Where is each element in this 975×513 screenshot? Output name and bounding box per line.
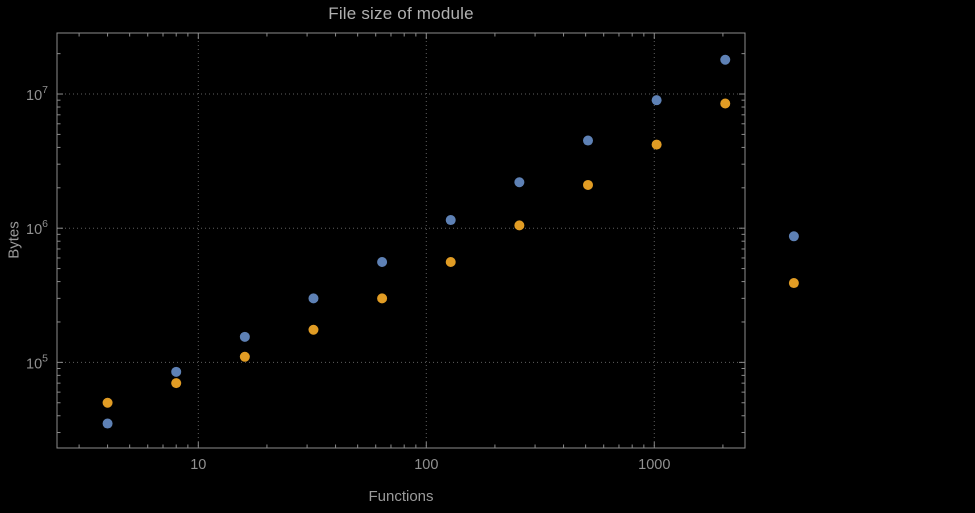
x-tick-label: 10 [190, 457, 206, 473]
data-point-orange [377, 293, 388, 304]
data-point-orange [788, 278, 799, 289]
data-point-orange [720, 98, 731, 109]
data-point-orange [239, 351, 250, 362]
data-point-orange [102, 397, 113, 408]
x-axis-label: Functions [368, 488, 434, 505]
plot-frame [56, 32, 746, 449]
chart-title: File size of module [328, 4, 474, 23]
data-point-blue [445, 215, 456, 226]
y-tick-label: 107 [26, 84, 48, 104]
y-tick-label: 105 [26, 352, 48, 372]
data-point-blue [377, 256, 388, 267]
x-tick-label: 100 [414, 457, 438, 473]
y-tick-label: 106 [26, 218, 48, 238]
data-point-orange [582, 179, 593, 190]
data-point-blue [788, 231, 799, 242]
data-point-blue [582, 135, 593, 146]
data-point-orange [171, 378, 182, 389]
data-point-blue [239, 331, 250, 342]
data-point-blue [514, 177, 525, 188]
data-point-orange [651, 139, 662, 150]
data-point-orange [514, 220, 525, 231]
x-tick-label: 1000 [638, 457, 670, 473]
data-point-blue [102, 418, 113, 429]
data-point-blue [651, 95, 662, 106]
data-point-blue [308, 293, 319, 304]
data-point-blue [720, 54, 731, 65]
data-point-orange [445, 256, 456, 267]
data-point-orange [308, 324, 319, 335]
data-point-blue [171, 366, 182, 377]
